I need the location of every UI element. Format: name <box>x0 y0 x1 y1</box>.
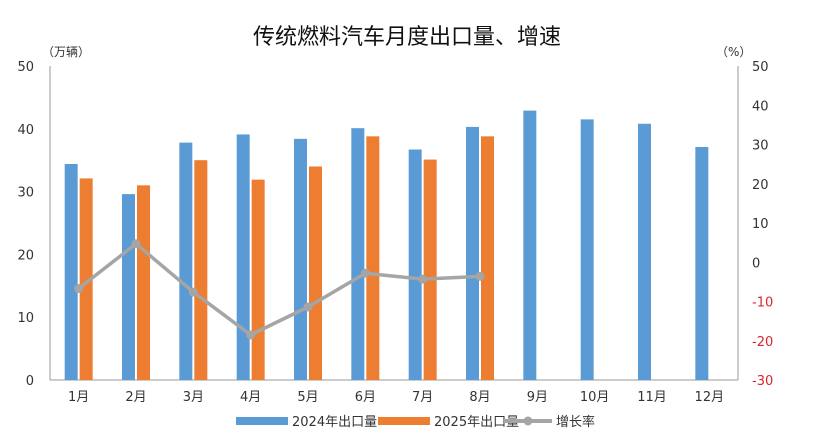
bar-2024 <box>179 142 193 380</box>
category-label: 8月 <box>469 390 490 405</box>
left-tick-label: 10 <box>17 311 34 326</box>
right-axis-unit: （%） <box>716 45 751 59</box>
growth-line-layer <box>74 239 485 340</box>
left-tick-label: 20 <box>17 248 34 263</box>
category-label: 3月 <box>183 390 204 405</box>
growth-rate-point <box>303 302 313 312</box>
bar-2025 <box>194 160 208 380</box>
right-tick-label: 0 <box>752 256 760 271</box>
category-label: 12月 <box>695 390 725 405</box>
growth-rate-point <box>188 287 198 297</box>
bar-2024 <box>236 134 250 380</box>
category-label: 6月 <box>355 390 376 405</box>
bar-2025 <box>481 136 494 380</box>
growth-rate-point <box>246 330 256 340</box>
category-label: 2月 <box>125 390 146 405</box>
growth-rate-point <box>360 268 370 278</box>
growth-rate-point <box>74 284 84 294</box>
right-tick-label: -30 <box>752 374 773 389</box>
right-tick-label: 10 <box>752 217 769 232</box>
left-tick-label: 30 <box>17 186 34 201</box>
bar-2025 <box>366 136 380 380</box>
bars-layer <box>64 110 709 380</box>
growth-rate-point <box>418 274 428 284</box>
bar-2024 <box>408 149 422 380</box>
right-axis-ticks: -30 -20 -10 0 10 20 30 40 50 <box>752 60 773 389</box>
category-labels: 1月 2月 3月 4月 5月 6月 7月 8月 9月 10月 11月 12月 <box>68 390 724 405</box>
bar-2025 <box>79 178 93 380</box>
legend: 2024年出口量 2025年出口量 增长率 <box>236 414 595 430</box>
growth-rate-line <box>77 242 481 337</box>
right-tick-label: -20 <box>752 335 773 350</box>
category-label: 5月 <box>297 390 318 405</box>
bar-2025 <box>309 166 322 380</box>
legend-marker-growth <box>523 416 533 426</box>
right-tick-label: 20 <box>752 178 769 193</box>
bar-2024 <box>523 110 537 380</box>
bar-2024 <box>122 194 135 380</box>
bar-2024 <box>351 128 365 380</box>
growth-rate-point <box>131 239 141 249</box>
bar-2024 <box>466 126 479 380</box>
category-label: 7月 <box>412 390 433 405</box>
left-tick-label: 40 <box>17 123 34 138</box>
bar-2024 <box>294 138 307 380</box>
bar-2025 <box>251 179 265 380</box>
bar-2025 <box>137 185 150 380</box>
bar-2025 <box>423 159 437 380</box>
left-tick-label: 0 <box>26 374 34 389</box>
right-tick-label: 30 <box>752 139 769 154</box>
category-label: 10月 <box>580 390 610 405</box>
legend-label-growth: 增长率 <box>556 414 595 430</box>
right-tick-label: -10 <box>752 296 773 311</box>
right-tick-label: 50 <box>752 60 769 75</box>
bar-2024 <box>695 147 709 380</box>
legend-swatch-2024 <box>236 417 288 425</box>
category-label: 11月 <box>637 390 667 405</box>
left-axis-ticks: 0 10 20 30 40 50 <box>17 60 34 389</box>
legend-label-2025: 2025年出口量 <box>434 415 519 430</box>
bar-2024 <box>64 163 78 380</box>
bar-2024 <box>638 123 651 380</box>
bar-2024 <box>580 119 594 380</box>
chart-title: 传统燃料汽车月度出口量、增速 <box>253 25 561 50</box>
growth-rate-point <box>475 271 485 281</box>
right-tick-label: 40 <box>752 99 769 114</box>
left-tick-label: 50 <box>17 60 34 75</box>
category-label: 1月 <box>68 390 89 405</box>
category-label: 9月 <box>527 390 548 405</box>
category-label: 4月 <box>240 390 261 405</box>
legend-swatch-2025 <box>378 417 430 425</box>
left-axis-unit: （万辆） <box>42 45 90 59</box>
legend-label-2024: 2024年出口量 <box>292 415 377 430</box>
